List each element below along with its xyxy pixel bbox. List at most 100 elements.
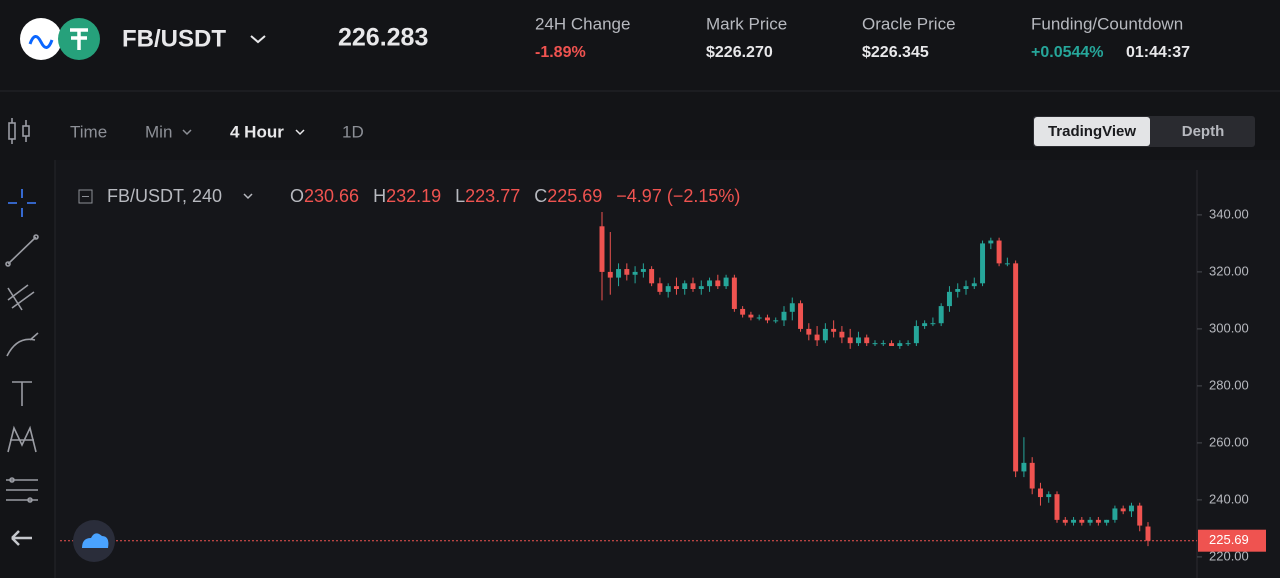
candle-body: [822, 328, 828, 341]
candle-body: [748, 314, 754, 318]
ohlc-label: C: [534, 186, 547, 206]
candle-body: [872, 343, 878, 345]
candle-body: [889, 343, 895, 347]
candle-body: [1054, 494, 1060, 520]
candle-body: [922, 323, 928, 327]
candle-body: [1095, 519, 1101, 523]
candle-body: [640, 269, 646, 272]
candle-body: [673, 286, 679, 290]
candle-body: [880, 343, 886, 345]
candle-body: [1013, 263, 1019, 472]
candle-body: [996, 240, 1002, 264]
candle-body: [930, 323, 936, 325]
drawing-tools[interactable]: [5, 189, 39, 546]
y-tick-label: 320.00: [1209, 263, 1249, 278]
collapse-icon[interactable]: [78, 189, 93, 204]
last-price-tag: [1198, 529, 1266, 552]
candle-body: [1071, 519, 1077, 523]
candle-body: [715, 280, 721, 287]
stat-value: -1.89%: [535, 44, 586, 61]
last-price: 226.283: [338, 24, 428, 52]
dropdown[interactable]: [243, 193, 253, 200]
candle-body: [1104, 519, 1110, 523]
candle-body: [781, 311, 787, 321]
candle-body: [806, 328, 812, 335]
y-tick-label: 240.00: [1209, 491, 1249, 506]
candle-body: [1021, 462, 1027, 472]
stat-label: Mark Price: [706, 14, 787, 33]
candle-body: [690, 283, 696, 290]
candle-body: [971, 283, 977, 287]
candle-body: [897, 343, 903, 347]
candle-body: [773, 320, 779, 322]
y-tick-label: 220.00: [1209, 548, 1249, 563]
candle-body: [1004, 263, 1010, 265]
interval-active[interactable]: 4 Hour: [230, 122, 284, 141]
candle-body: [657, 283, 663, 292]
candle-body: [988, 240, 994, 244]
candle-body: [955, 289, 961, 292]
ohlc-label: H: [373, 186, 386, 206]
candle-body: [980, 243, 986, 284]
candle-body: [731, 277, 737, 309]
candle-body: [789, 303, 795, 312]
candle-body: [913, 326, 919, 344]
candle-body: [624, 269, 630, 275]
candle-body: [1062, 519, 1068, 523]
interval[interactable]: 1D: [342, 122, 364, 141]
stat-value: +0.0544%: [1031, 44, 1104, 61]
candle-body: [946, 291, 952, 307]
dropdown[interactable]: [182, 129, 192, 136]
view-active[interactable]: [1034, 117, 1150, 146]
candle-body: [756, 317, 762, 319]
view-button[interactable]: Depth: [1182, 123, 1225, 140]
candle-body: [740, 308, 746, 315]
candle-body: [665, 286, 671, 292]
candle-body: [905, 343, 911, 345]
candle-body: [1046, 494, 1052, 498]
candle-body: [764, 317, 770, 321]
candle-body: [1137, 505, 1143, 526]
ohlc-value: 225.69: [547, 186, 602, 206]
logo: [82, 533, 109, 548]
dropdown[interactable]: [295, 129, 305, 136]
candle-body: [707, 280, 713, 287]
stat-label: Oracle Price: [862, 14, 956, 33]
last-price-label: 225.69: [1209, 532, 1249, 547]
change: −4.97 (−2.15%): [616, 186, 740, 206]
ohlc-value: 223.77: [465, 186, 520, 206]
candle-body: [1112, 508, 1118, 520]
y-tick-label: 260.00: [1209, 434, 1249, 449]
interval[interactable]: Time: [70, 122, 107, 141]
candle-body: [649, 269, 655, 284]
candle-body: [616, 269, 622, 278]
ohlc-label: L: [455, 186, 465, 206]
candle-body: [607, 271, 613, 278]
stat-value: $226.270: [706, 44, 773, 61]
candle-body: [682, 283, 688, 290]
view-button[interactable]: TradingView: [1048, 123, 1136, 140]
candle-body: [831, 328, 837, 332]
countdown: 01:44:37: [1126, 44, 1190, 61]
candle-body: [963, 286, 969, 290]
meta-logo: [28, 35, 54, 49]
candle-body: [1120, 508, 1126, 512]
interval[interactable]: Min: [145, 122, 172, 141]
candle-body: [938, 306, 944, 324]
ohlc: O230.66 H232.19 L223.77 C225.69 −4.97 (−2.15…: [290, 186, 740, 206]
candle-body: [698, 286, 704, 290]
tether-logo: [70, 28, 88, 50]
candle-body: [839, 331, 845, 338]
y-tick-label: 280.00: [1209, 377, 1249, 392]
candle-icon[interactable]: [8, 118, 30, 144]
candle-body: [855, 337, 861, 344]
candle-body: [632, 271, 638, 275]
pair-dropdown[interactable]: [250, 35, 266, 44]
candle-body: [798, 303, 804, 329]
stat-value: $226.345: [862, 44, 929, 61]
chart-area: [55, 160, 1280, 578]
pair[interactable]: FB/USDT: [122, 25, 226, 52]
ohlc-label: O: [290, 186, 304, 206]
ohlc-value: 230.66: [304, 186, 359, 206]
